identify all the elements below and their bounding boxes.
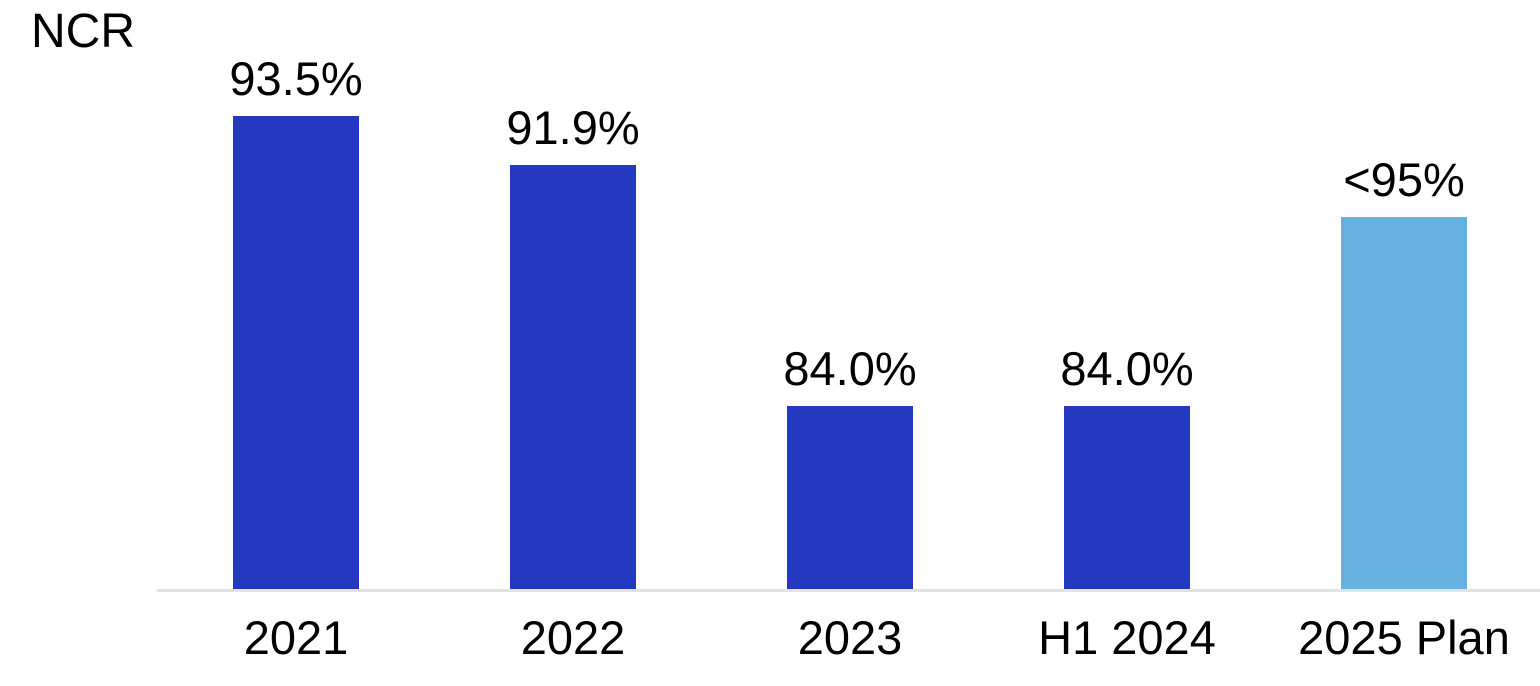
- x-axis-label-2023: 2023: [797, 611, 903, 664]
- bar-value-label-h1-2024: 84.0%: [1060, 342, 1194, 395]
- bar-2023: [787, 406, 913, 589]
- bar-2025-plan: [1341, 217, 1467, 589]
- x-axis-label-h1-2024: H1 2024: [1038, 611, 1216, 664]
- bar-value-label-2023: 84.0%: [783, 342, 917, 395]
- bar-value-label-2025-plan: <95%: [1343, 153, 1465, 206]
- x-axis-label-2025-plan: 2025 Plan: [1298, 611, 1510, 664]
- x-axis-label-2021: 2021: [243, 611, 349, 664]
- bar-2021: [233, 116, 359, 589]
- bar-2022: [510, 165, 636, 589]
- x-axis-label-2022: 2022: [520, 611, 626, 664]
- bar-value-label-2021: 93.5%: [229, 52, 363, 105]
- chart-title: NCR: [31, 5, 135, 58]
- x-axis-baseline: [157, 589, 1540, 592]
- bar-value-label-2022: 91.9%: [506, 101, 640, 154]
- bar-h1-2024: [1064, 406, 1190, 589]
